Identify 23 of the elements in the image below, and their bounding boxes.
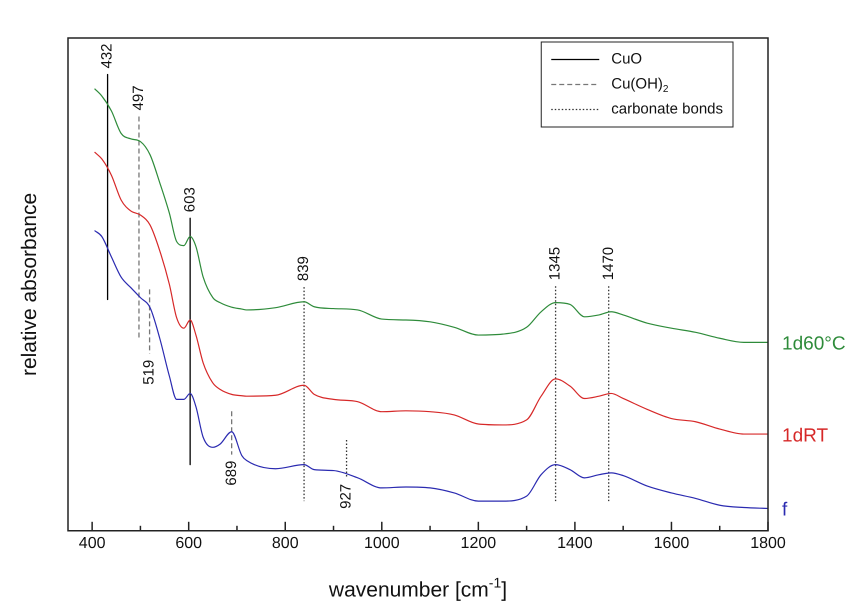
x-tick-label: 1200 [460,534,496,552]
annotation: 839 [295,256,312,282]
x-tick-label: 600 [175,534,202,552]
legend-label: carbonate bonds [611,100,724,118]
annotation: 519 [140,360,158,385]
series-label: f [782,500,788,521]
x-tick-label: 400 [78,534,106,552]
series-label: 1d60°C [782,334,846,355]
y-axis-title: relative absorbance [18,192,41,376]
annotation: 1470 [600,246,617,280]
x-tick-label: 1800 [750,534,786,552]
annotation: 497 [130,85,148,110]
annotation: 432 [98,43,116,69]
annotation: 689 [222,460,240,486]
x-tick-label: 1400 [557,534,593,552]
legend-label: CuO [611,50,642,68]
annotation: 603 [181,187,198,212]
series-label: 1dRT [782,425,829,446]
x-tick-label: 1000 [364,534,400,552]
annotation: 1345 [546,246,564,280]
x-tick-label: 1600 [654,534,690,552]
x-tick-label: 800 [272,534,299,552]
annotation: 927 [338,484,355,509]
